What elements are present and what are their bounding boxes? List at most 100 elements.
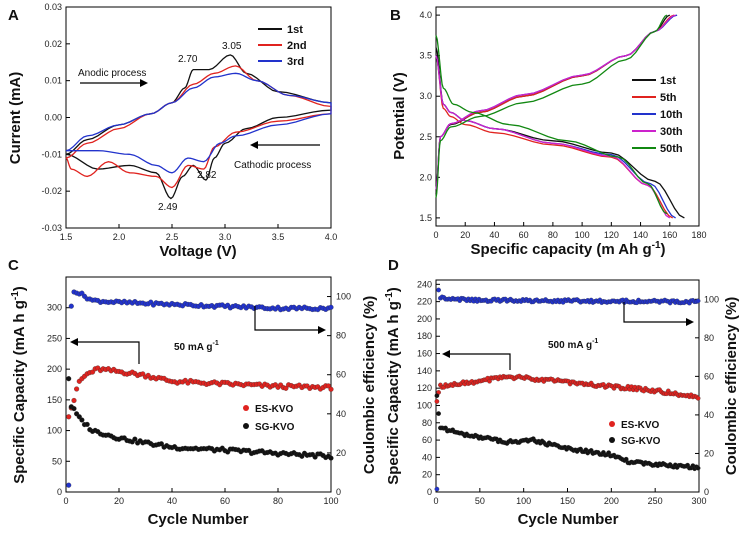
c-y2tick-label-0: 0: [336, 487, 341, 497]
a-ytick-label-2: -0.01: [41, 149, 62, 159]
legend-label-b-1st: 1st: [660, 75, 676, 87]
b-xtick-label-1: 20: [460, 230, 470, 240]
c-ytick-label-1: 50: [52, 456, 62, 466]
legend-marker-es-kvo-d: [609, 421, 615, 427]
a-xtick-label-4: 3.5: [272, 232, 285, 242]
x-axis-label-b-end: ): [661, 241, 666, 258]
b-xtick-label-0: 0: [433, 230, 438, 240]
cathodic-process-label: Cathodic process: [234, 160, 311, 171]
charge-curve-30th: [435, 14, 676, 190]
anodic-process-label: Anodic process: [78, 68, 146, 79]
c-y2tick-label-1: 20: [336, 448, 346, 458]
d-xtick-label-1: 50: [475, 496, 485, 506]
legend-label-b-50th: 50th: [660, 143, 683, 155]
panel-label-b: B: [390, 7, 401, 24]
peak-label-2-49: 2.49: [158, 202, 178, 213]
a-xtick-label-2: 2.5: [166, 232, 179, 242]
d-ytick-label-9: 180: [417, 331, 432, 341]
charge-curve-10th: [435, 14, 678, 190]
c-point-es-kvo-99: [325, 383, 331, 389]
legend-b: 1st 5th 10th 30th 50th: [632, 75, 683, 155]
x-axis-label-c: Cycle Number: [148, 511, 249, 528]
d-y2tick-label-2: 40: [704, 410, 714, 420]
x-axis-label-a: Voltage (V): [159, 243, 236, 260]
plot-frame-c: [65, 276, 332, 493]
d-ytick-label-8: 160: [417, 349, 432, 359]
current-density-d-sup: -1: [592, 338, 598, 345]
c-y2tick-label-5: 100: [336, 292, 351, 302]
legend-marker-sg-kvo-d: [609, 437, 615, 443]
y-axis-label-d: Specific Capacity (mA h g-1): [384, 287, 402, 485]
legend-label-1st: 1st: [287, 24, 303, 36]
c-point-es-kvo-1: [66, 414, 72, 420]
c-xtick-label-3: 60: [220, 496, 230, 506]
c-y2tick-label-2: 40: [336, 409, 346, 419]
c-point-sg-kvo-100: [328, 455, 334, 461]
x-axis-label-b: Specific capacity (m Ah g-1): [470, 240, 665, 258]
c-point-sg-kvo-6: [79, 417, 85, 423]
d-point-sg-kvo-299: [695, 465, 701, 471]
left-axis-arrow-c: [76, 341, 140, 364]
panel-label-a: A: [8, 7, 19, 24]
right-axis-arrow-head-c: [318, 326, 326, 334]
c-xtick-label-0: 0: [63, 496, 68, 506]
d-xtick-label-4: 200: [604, 496, 619, 506]
cv-curve-3rd: [65, 72, 332, 174]
d-ytick-label-5: 100: [417, 400, 432, 410]
legend-label-b-5th: 5th: [660, 92, 677, 104]
c-ytick-label-4: 200: [47, 364, 62, 374]
c-xtick-label-5: 100: [323, 496, 338, 506]
b-xtick-label-7: 140: [633, 230, 648, 240]
right-axis-arrow-c: [254, 306, 320, 331]
d-xtick-label-5: 250: [648, 496, 663, 506]
left-axis-arrow-head-d: [442, 350, 450, 358]
current-density-label-d: 500 mA g-1: [548, 338, 598, 351]
right-axis-arrow-d: [623, 302, 688, 323]
c-point-sg-kvo-3: [71, 406, 77, 412]
c-point-sg-kvo-8: [84, 421, 90, 427]
d-y2tick-label-3: 60: [704, 371, 714, 381]
d-ytick-label-11: 220: [417, 297, 432, 307]
y-axis-label-c-main: Specific Capacity (mA h g: [11, 300, 28, 484]
b-ytick-label-3: 3.0: [419, 91, 432, 101]
current-density-c-main: 50 mA g: [174, 342, 213, 353]
plot-frame-b: [435, 6, 700, 227]
discharge-curve-30th: [435, 55, 671, 219]
a-ytick-label-0: -0.03: [41, 223, 62, 233]
b-xtick-label-3: 60: [519, 230, 529, 240]
c-ytick-label-2: 100: [47, 426, 62, 436]
c-ytick-label-3: 150: [47, 395, 62, 405]
d-ytick-label-3: 60: [422, 435, 432, 445]
d-xtick-label-3: 150: [560, 496, 575, 506]
x-axis-label-b-sup: -1: [652, 240, 661, 251]
x-axis-label-b-main: Specific capacity (m Ah g: [470, 241, 651, 258]
panel-c: C 0 20 40 60 80 10005010015020025030002040608…: [8, 257, 378, 528]
a-ytick-label-6: 0.03: [44, 2, 62, 12]
c-ytick-label-5: 250: [47, 333, 62, 343]
y-axis-label-c-end: ): [11, 286, 28, 291]
b-xtick-label-6: 120: [604, 230, 619, 240]
a-ytick-label-5: 0.02: [44, 39, 62, 49]
a-ytick-label-4: 0.01: [44, 76, 62, 86]
d-xtick-label-0: 0: [433, 496, 438, 506]
left-axis-arrow-head-c: [70, 338, 78, 346]
c-point-coulombic-efficiency-2: [68, 303, 74, 309]
panel-d: D 0 50 100 150 200 250 30002040608010012014016…: [384, 257, 740, 528]
b-xtick-label-4: 80: [548, 230, 558, 240]
x-axis-label-d: Cycle Number: [518, 511, 619, 528]
b-ytick-label-4: 3.5: [419, 51, 432, 61]
a-xtick-label-3: 3.0: [219, 232, 232, 242]
current-density-label-c: 50 mA g-1: [174, 340, 219, 353]
discharge-curve-50th: [435, 35, 668, 215]
legend-label-3rd: 3rd: [287, 56, 304, 68]
y-axis-label-c: Specific Capacity (mA h g-1): [10, 286, 28, 484]
discharge-curve-1st: [435, 47, 685, 219]
peak-label-3-05: 3.05: [222, 41, 242, 52]
legend-label-es-kvo-c: ES-KVO: [255, 404, 294, 415]
c-point-es-kvo-3: [71, 397, 77, 404]
charge-curve-5th: [435, 14, 675, 190]
panel-a: A 1.5 2.0 2.5 3.0 3.5 4.0 -0.03 -0.02 -0.01 0.00 0…: [7, 2, 337, 260]
y-axis-label-c-sup: -1: [10, 291, 21, 300]
c-xtick-label-1: 20: [114, 496, 124, 506]
legend-label-es-kvo-d: ES-KVO: [621, 420, 660, 431]
